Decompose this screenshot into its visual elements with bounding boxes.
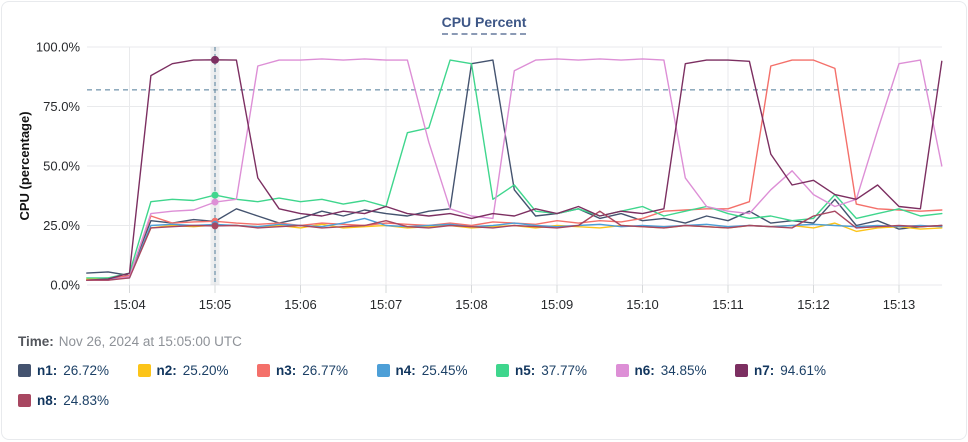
legend-swatch-n1 bbox=[18, 364, 31, 377]
legend-item-n7[interactable]: n7: 94.61% bbox=[735, 363, 855, 378]
legend-series-name: n5: bbox=[515, 363, 536, 378]
legend-series-value: 34.85% bbox=[660, 363, 707, 378]
legend-series-name: n7: bbox=[754, 363, 775, 378]
legend-swatch-n8 bbox=[18, 394, 31, 407]
legend-swatch-n7 bbox=[735, 364, 748, 377]
cpu-chart-svg[interactable]: 0.0% 25.0% 50.0% 75.0% 100.0% 15:04 15:05 15:06… bbox=[2, 38, 967, 318]
legend-item-n1[interactable]: n1: 26.72% bbox=[18, 363, 138, 378]
crosshair-marker-n5 bbox=[211, 191, 219, 199]
x-tick-label: 15:05 bbox=[199, 297, 232, 312]
x-tick-label: 15:11 bbox=[712, 297, 744, 312]
y-tick-label: 0.0% bbox=[50, 278, 80, 293]
crosshair-marker-n7 bbox=[211, 55, 219, 64]
time-value: Nov 26, 2024 at 15:05:00 UTC bbox=[58, 334, 242, 349]
legend-swatch-n2 bbox=[137, 364, 151, 377]
y-tick-label: 50.0% bbox=[43, 159, 80, 174]
crosshair-time-row: Time: Nov 26, 2024 at 15:05:00 UTC bbox=[18, 334, 966, 349]
legend-item-n3[interactable]: n3: 26.77% bbox=[257, 363, 377, 378]
x-tick-label: 15:07 bbox=[370, 297, 403, 312]
legend-swatch-n4 bbox=[376, 364, 390, 377]
x-tick-label: 15:08 bbox=[455, 297, 488, 312]
x-tick-label: 15:10 bbox=[626, 297, 659, 312]
legend-series-value: 26.72% bbox=[63, 363, 110, 378]
x-tick-label: 15:04 bbox=[113, 297, 146, 312]
legend-item-n8[interactable]: n8: 24.83% bbox=[18, 393, 138, 408]
legend-item-n4[interactable]: n4: 25.45% bbox=[376, 363, 497, 378]
time-label: Time: bbox=[18, 334, 54, 349]
legend-series-name: n2: bbox=[156, 363, 177, 378]
series-line-n1 bbox=[86, 59, 943, 277]
y-tick-label: 25.0% bbox=[43, 218, 80, 233]
legend-series-name: n1: bbox=[37, 363, 58, 378]
x-tick-label: 15:06 bbox=[284, 297, 317, 312]
legend-item-n5[interactable]: n5: 37.77% bbox=[496, 363, 616, 378]
legend-series-name: n4: bbox=[395, 363, 416, 378]
legend-item-n6[interactable]: n6: 34.85% bbox=[615, 363, 736, 378]
chart-area[interactable]: 0.0% 25.0% 50.0% 75.0% 100.0% 15:04 15:05 15:06… bbox=[2, 38, 967, 318]
x-tick-label: 15:12 bbox=[797, 297, 830, 312]
crosshair-marker-n8 bbox=[211, 222, 219, 230]
legend-series-name: n6: bbox=[634, 363, 655, 378]
legend-swatch-n3 bbox=[257, 364, 270, 377]
y-axis-title: CPU (percentage) bbox=[17, 111, 32, 220]
legend: n1: 26.72% n2: 25.20% n3: 26.77% n4: 25.45% n5: 3… bbox=[18, 363, 958, 408]
legend-series-value: 37.77% bbox=[541, 363, 588, 378]
series-line-n5 bbox=[86, 59, 943, 279]
y-tick-label: 100.0% bbox=[36, 40, 81, 55]
legend-series-value: 25.45% bbox=[421, 363, 468, 378]
legend-series-value: 25.20% bbox=[182, 363, 229, 378]
legend-series-value: 94.61% bbox=[780, 363, 827, 378]
crosshair-marker-n6 bbox=[211, 198, 219, 206]
y-tick-label: 75.0% bbox=[43, 99, 80, 114]
legend-swatch-n6 bbox=[615, 364, 629, 377]
chart-header: CPU Percent bbox=[2, 2, 966, 38]
series-line-n8 bbox=[86, 210, 943, 281]
legend-series-value: 24.83% bbox=[63, 393, 110, 408]
chart-title[interactable]: CPU Percent bbox=[441, 14, 527, 35]
legend-series-name: n8: bbox=[37, 393, 58, 408]
x-tick-label: 15:09 bbox=[541, 297, 574, 312]
legend-series-value: 26.77% bbox=[302, 363, 349, 378]
series-line-n6 bbox=[86, 58, 943, 281]
x-tick-label: 15:13 bbox=[883, 297, 916, 312]
legend-swatch-n5 bbox=[496, 364, 509, 377]
legend-series-name: n3: bbox=[276, 363, 297, 378]
series-line-n7 bbox=[86, 59, 943, 281]
legend-item-n2[interactable]: n2: 25.20% bbox=[137, 363, 258, 378]
